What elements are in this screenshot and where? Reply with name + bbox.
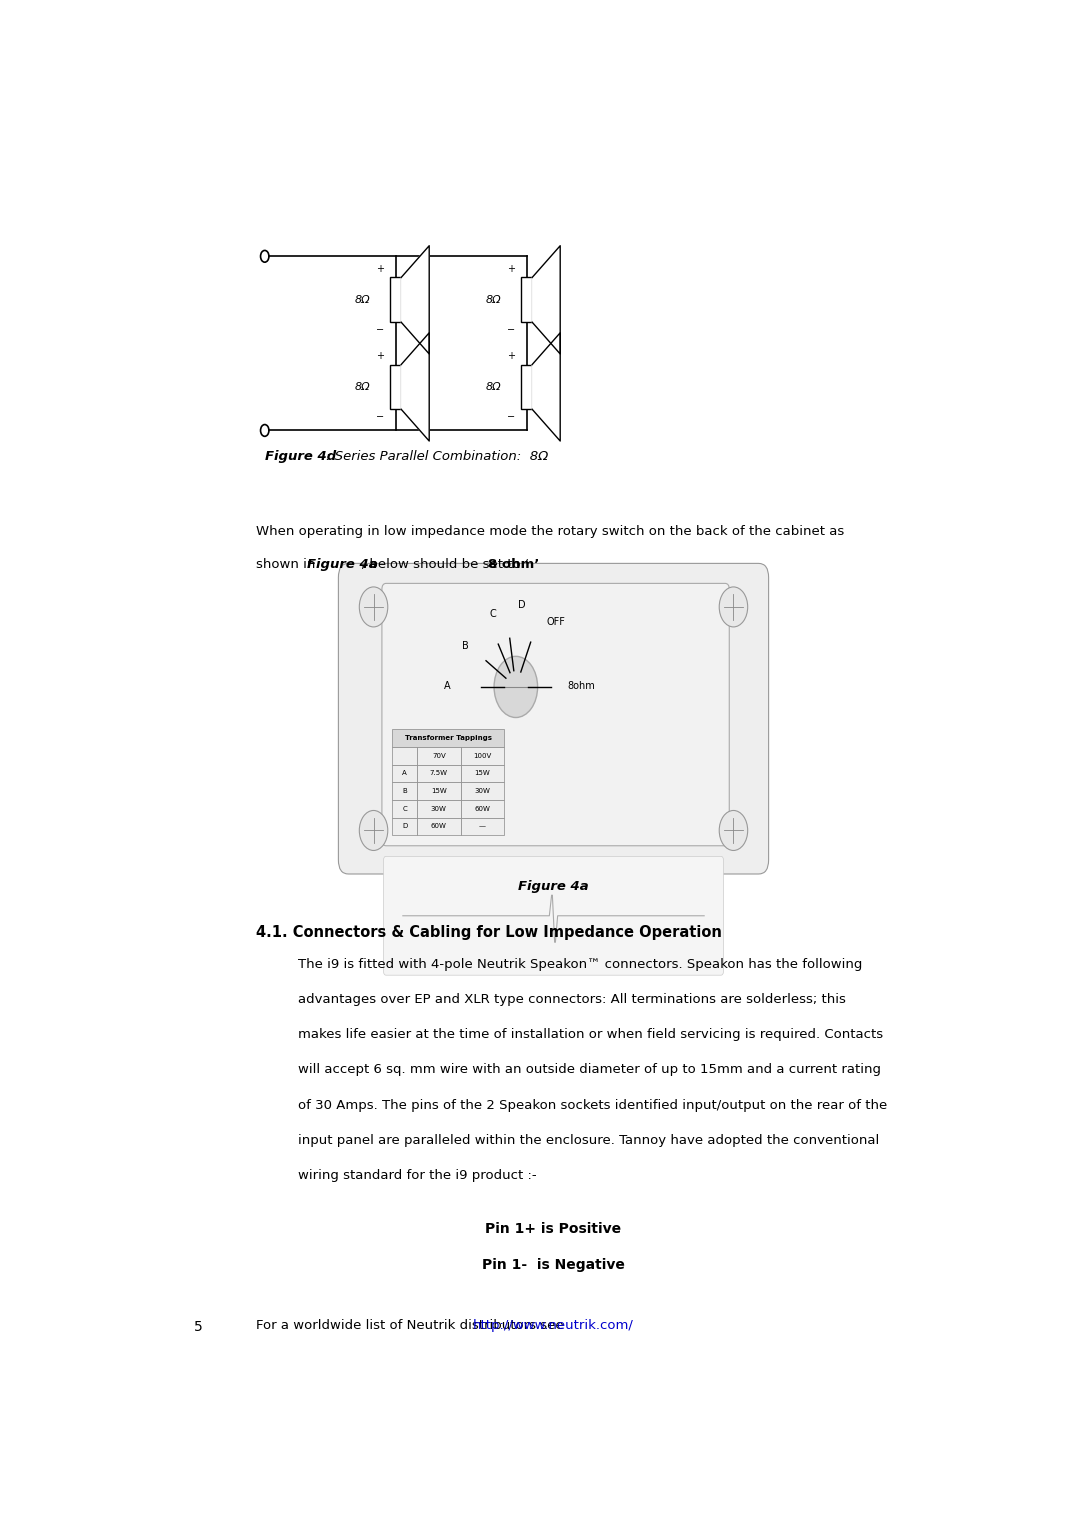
Text: makes life easier at the time of installation or when field servicing is require: makes life easier at the time of install… — [298, 1028, 883, 1041]
Bar — [522, 278, 532, 322]
Bar — [390, 365, 401, 410]
FancyBboxPatch shape — [383, 856, 724, 975]
Bar — [417, 799, 460, 817]
Bar — [522, 365, 532, 410]
Text: —: — — [478, 824, 486, 830]
Text: of 30 Amps. The pins of the 2 Speakon sockets identified input/output on the rea: of 30 Amps. The pins of the 2 Speakon so… — [298, 1099, 888, 1112]
Bar — [417, 764, 460, 782]
Text: D: D — [402, 824, 407, 830]
Text: wiring standard for the i9 product :-: wiring standard for the i9 product :- — [298, 1169, 537, 1183]
Text: 70V: 70V — [432, 753, 446, 759]
Text: A: A — [444, 681, 450, 691]
Text: : Series Parallel Combination:  8Ω: : Series Parallel Combination: 8Ω — [326, 451, 548, 463]
Bar — [417, 782, 460, 799]
Bar — [390, 278, 401, 322]
Text: For a worldwide list of Neutrik distributors see: For a worldwide list of Neutrik distribu… — [256, 1319, 568, 1332]
Text: Pin 1+ is Positive: Pin 1+ is Positive — [485, 1222, 622, 1236]
Bar — [460, 764, 504, 782]
Text: −: − — [376, 411, 384, 422]
Text: , below should be set to ‘: , below should be set to ‘ — [361, 558, 529, 570]
Text: +: + — [508, 351, 515, 361]
Text: The i9 is fitted with 4-pole Neutrik Speakon™ connectors. Speakon has the follow: The i9 is fitted with 4-pole Neutrik Spe… — [298, 958, 863, 970]
Text: +: + — [508, 264, 515, 274]
Text: B: B — [402, 788, 407, 795]
Polygon shape — [532, 333, 561, 442]
Text: 8Ω: 8Ω — [486, 382, 501, 391]
Bar — [417, 817, 460, 836]
Text: Figure 4a: Figure 4a — [307, 558, 377, 570]
Text: C: C — [489, 610, 496, 619]
Text: Figure 4d: Figure 4d — [265, 451, 336, 463]
Text: Pin 1-  is Negative: Pin 1- is Negative — [482, 1258, 625, 1271]
Text: 8Ω: 8Ω — [486, 295, 501, 306]
Text: B: B — [462, 640, 469, 651]
Bar — [460, 817, 504, 836]
Bar — [460, 799, 504, 817]
Text: 60W: 60W — [474, 805, 490, 811]
Text: When operating in low impedance mode the rotary switch on the back of the cabine: When operating in low impedance mode the… — [256, 524, 845, 538]
Polygon shape — [401, 333, 429, 442]
Text: +: + — [376, 351, 384, 361]
Text: +: + — [376, 264, 384, 274]
Text: 60W: 60W — [431, 824, 447, 830]
Text: 8Ω: 8Ω — [355, 382, 370, 391]
Bar — [392, 799, 417, 817]
Text: 8ohm: 8ohm — [567, 681, 595, 691]
Bar — [460, 747, 504, 764]
Text: will accept 6 sq. mm wire with an outside diameter of up to 15mm and a current r: will accept 6 sq. mm wire with an outsid… — [298, 1063, 881, 1076]
Text: OFF: OFF — [546, 617, 566, 626]
Circle shape — [360, 587, 388, 626]
Text: −: − — [508, 411, 515, 422]
Text: 15W: 15W — [431, 788, 447, 795]
Text: input panel are paralleled within the enclosure. Tannoy have adopted the convent: input panel are paralleled within the en… — [298, 1134, 879, 1148]
Text: A: A — [402, 770, 407, 776]
Text: D: D — [518, 599, 526, 610]
Text: Figure 4a: Figure 4a — [518, 880, 589, 892]
Circle shape — [719, 810, 747, 851]
Circle shape — [360, 810, 388, 851]
Bar — [460, 782, 504, 799]
Text: advantages over EP and XLR type connectors: All terminations are solderless; thi: advantages over EP and XLR type connecto… — [298, 993, 846, 1005]
Text: 5: 5 — [193, 1320, 202, 1334]
Polygon shape — [532, 246, 561, 354]
Bar — [392, 729, 504, 747]
Polygon shape — [401, 246, 429, 354]
FancyBboxPatch shape — [382, 584, 729, 847]
Circle shape — [719, 587, 747, 626]
Bar — [392, 764, 417, 782]
Text: −: − — [376, 324, 384, 335]
Text: −: − — [508, 324, 515, 335]
Bar — [392, 817, 417, 836]
Text: shown in: shown in — [256, 558, 320, 570]
Text: 100V: 100V — [473, 753, 491, 759]
Text: 30W: 30W — [474, 788, 490, 795]
Bar — [392, 747, 417, 764]
Text: Transformer Tappings: Transformer Tappings — [405, 735, 491, 741]
Bar — [392, 782, 417, 799]
Text: 4.1. Connectors & Cabling for Low Impedance Operation: 4.1. Connectors & Cabling for Low Impeda… — [256, 924, 723, 940]
Text: 30W: 30W — [431, 805, 447, 811]
Text: C: C — [402, 805, 407, 811]
Circle shape — [494, 657, 538, 718]
FancyBboxPatch shape — [338, 564, 769, 874]
Text: 15W: 15W — [474, 770, 490, 776]
Bar — [417, 747, 460, 764]
Text: http://www.neutrik.com/: http://www.neutrik.com/ — [472, 1319, 633, 1332]
Text: 7.5W: 7.5W — [430, 770, 448, 776]
Text: 8Ω: 8Ω — [355, 295, 370, 306]
Text: 8 ohm’: 8 ohm’ — [488, 558, 540, 570]
